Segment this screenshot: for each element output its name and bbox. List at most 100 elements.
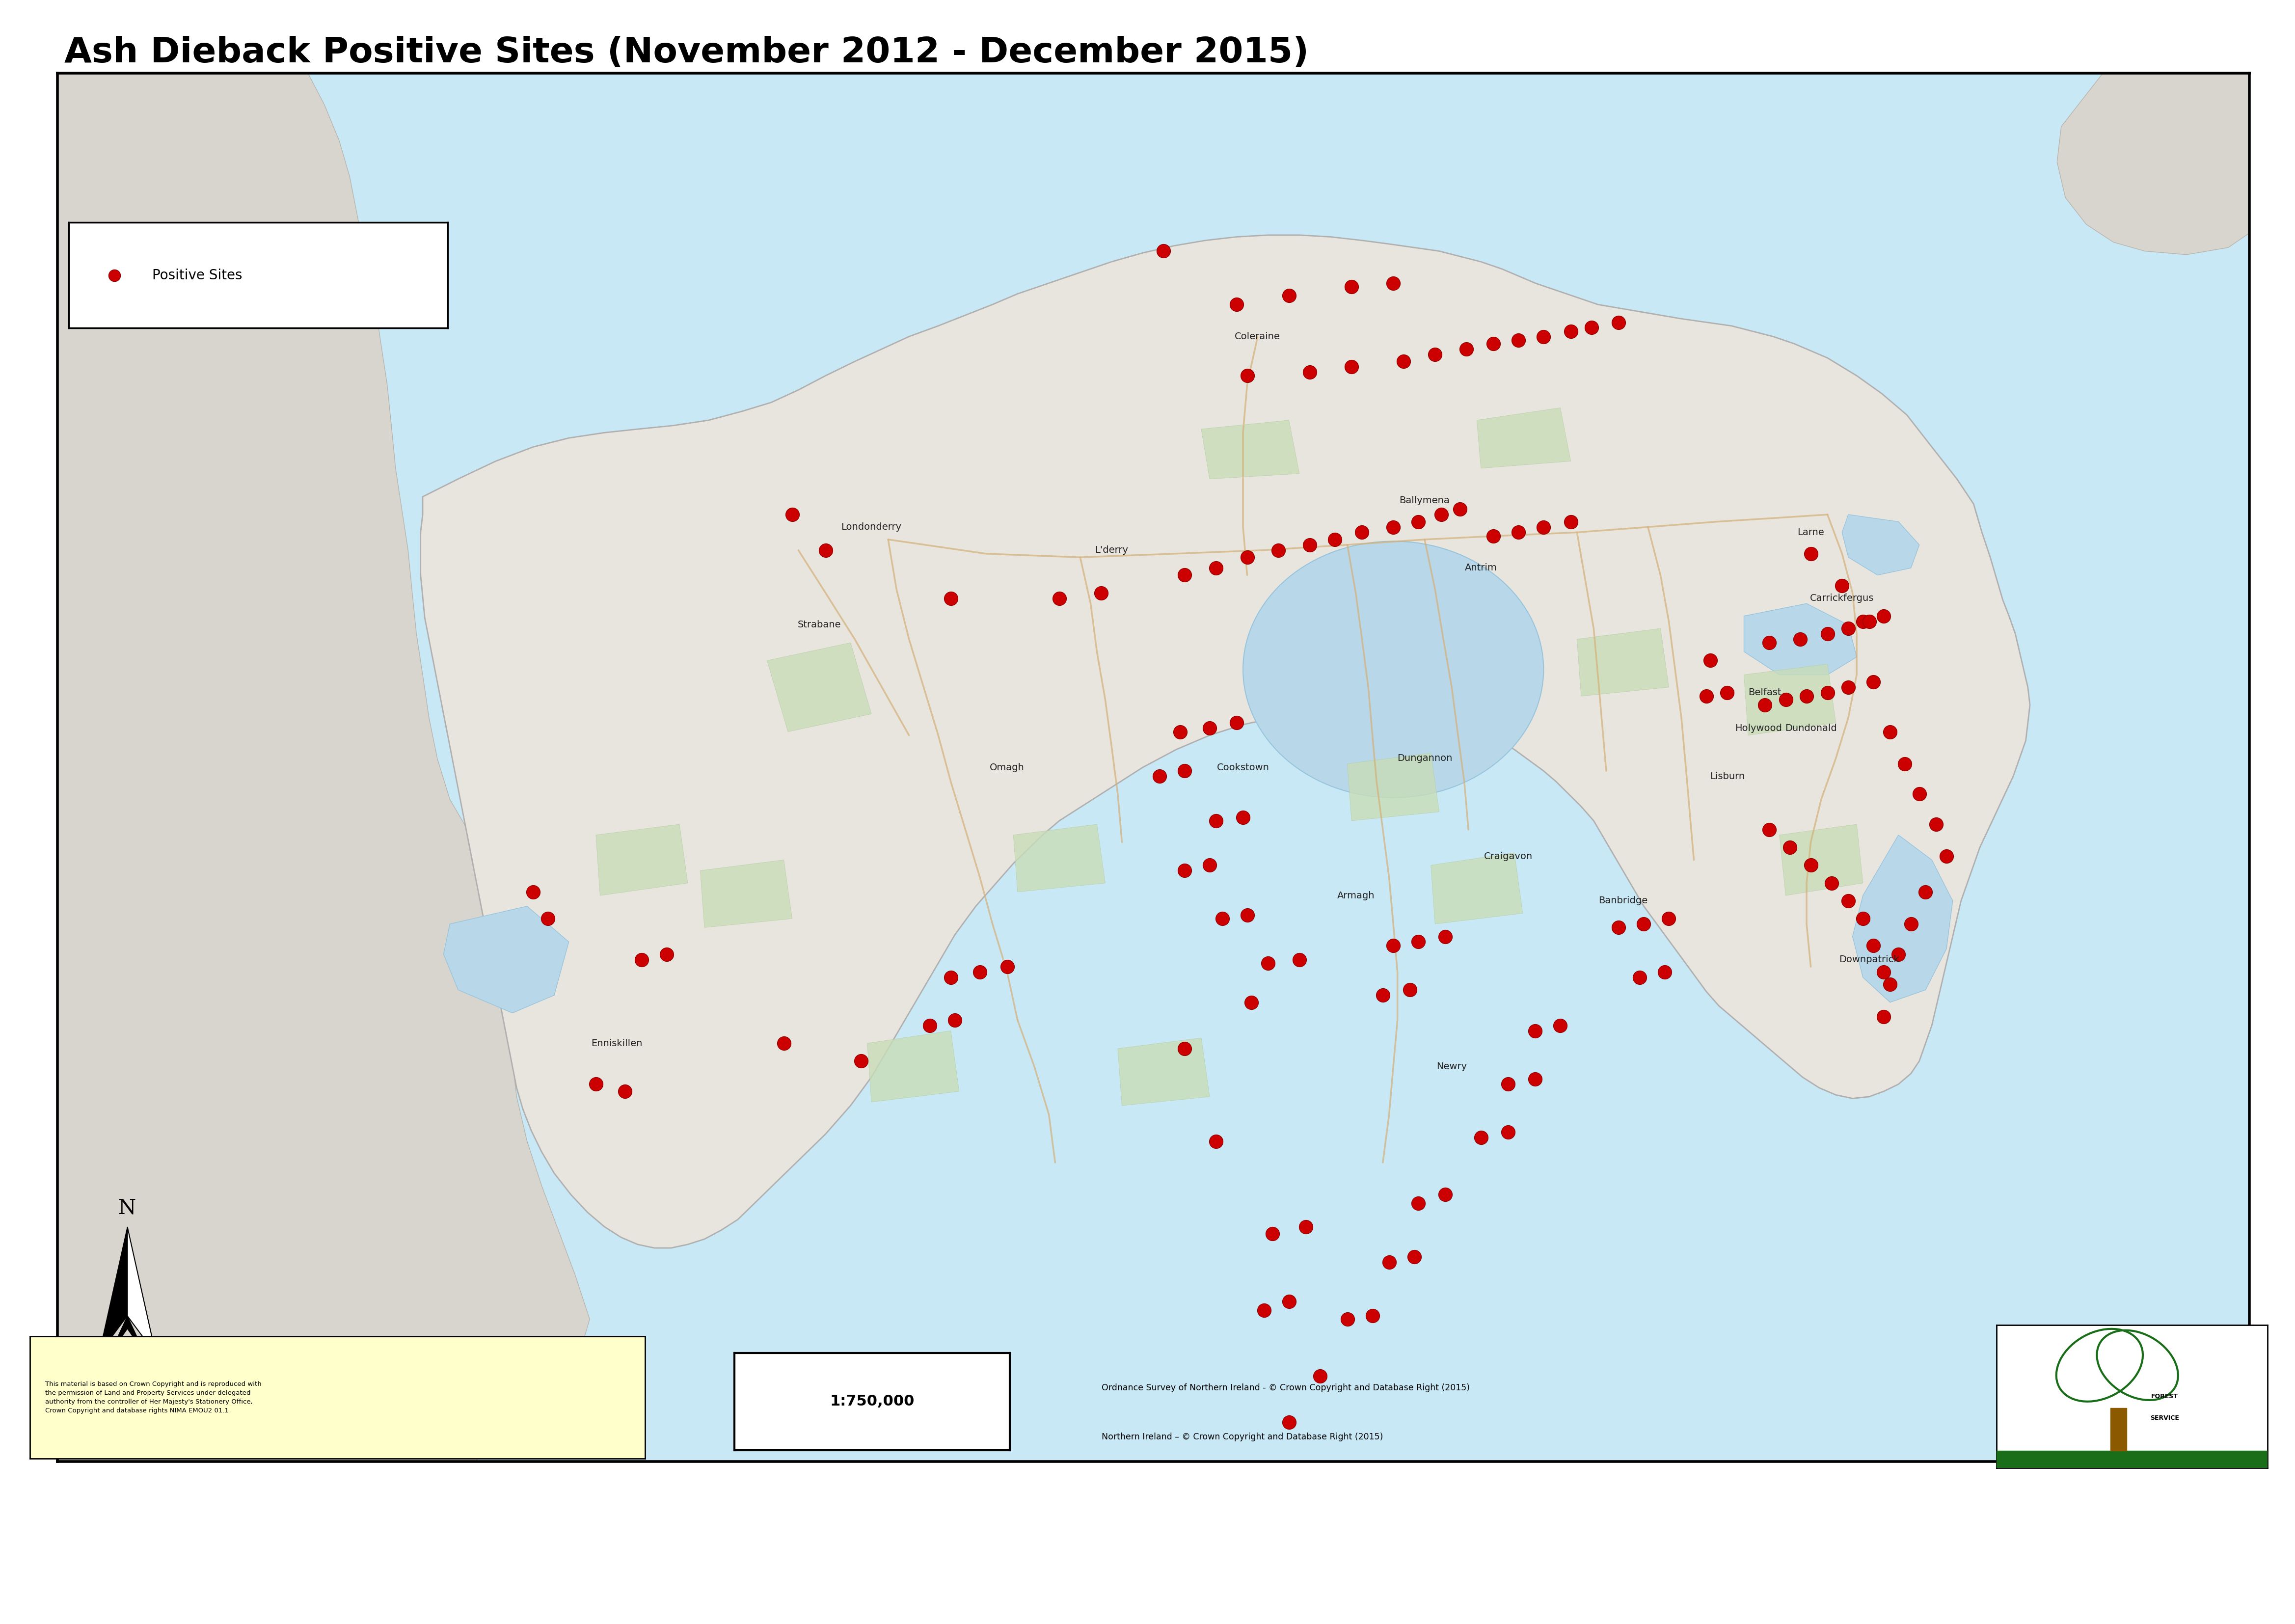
Point (1850, 609, 1886, 635)
Polygon shape (868, 1031, 959, 1103)
Point (1919, 812, 1955, 838)
Point (1292, 359, 1329, 385)
Point (1416, 341, 1453, 367)
Point (624, 947, 661, 973)
Point (1191, 853, 1228, 879)
Point (1260, 538, 1297, 564)
Text: Belfast: Belfast (1749, 689, 1781, 697)
Polygon shape (1577, 628, 1668, 697)
Point (1501, 326, 1538, 352)
Point (1375, 270, 1411, 296)
Point (1141, 763, 1177, 789)
Point (1476, 523, 1512, 549)
Point (1854, 669, 1891, 695)
Point (578, 1072, 615, 1098)
Point (1880, 942, 1916, 968)
Text: Carrickfergus: Carrickfergus (1811, 593, 1875, 603)
Point (1333, 354, 1370, 380)
Point (1251, 950, 1287, 976)
Text: FOREST: FOREST (2150, 1393, 2178, 1400)
Point (1166, 857, 1203, 883)
Polygon shape (57, 73, 590, 1462)
Polygon shape (1843, 515, 1919, 575)
Text: Strabane: Strabane (799, 620, 840, 630)
Point (1517, 1018, 1554, 1044)
Text: N: N (119, 1199, 135, 1218)
Text: Newry: Newry (1437, 1062, 1467, 1072)
Point (1161, 719, 1198, 745)
Text: Omagh: Omagh (989, 763, 1024, 771)
Point (1343, 520, 1379, 546)
Point (1271, 283, 1308, 309)
Text: SERVICE: SERVICE (2150, 1415, 2178, 1421)
Point (1772, 835, 1808, 861)
Text: Enniskillen: Enniskillen (592, 1039, 643, 1047)
Point (1366, 983, 1402, 1009)
Point (1489, 1119, 1526, 1145)
Text: Holywood: Holywood (1735, 724, 1783, 732)
Point (649, 942, 686, 968)
Point (1166, 1036, 1203, 1062)
Point (1928, 843, 1965, 869)
Point (1489, 1072, 1526, 1098)
Polygon shape (1744, 604, 1857, 676)
Point (1423, 502, 1460, 528)
Point (1329, 1306, 1366, 1332)
Polygon shape (1118, 1038, 1209, 1106)
Text: Banbridge: Banbridge (1597, 896, 1648, 906)
Polygon shape (99, 1226, 126, 1354)
Text: Ash Dieback Positive Sites (November 2012 - December 2015): Ash Dieback Positive Sites (November 201… (64, 36, 1308, 70)
Text: Cookstown: Cookstown (1216, 763, 1269, 771)
Point (1854, 932, 1891, 958)
Point (1292, 531, 1329, 557)
Polygon shape (597, 825, 688, 895)
Point (1646, 960, 1682, 986)
Polygon shape (2056, 73, 2249, 255)
Point (1873, 719, 1909, 745)
Point (1526, 515, 1563, 541)
Point (1873, 971, 1909, 997)
Point (1205, 906, 1242, 932)
Point (1042, 585, 1079, 611)
Text: This material is based on Crown Copyright and is reproduced with
the permission : This material is based on Crown Copyrigh… (46, 1380, 262, 1415)
Point (1219, 292, 1255, 318)
Polygon shape (767, 643, 872, 732)
Point (1689, 684, 1726, 710)
Point (1746, 692, 1783, 718)
Point (1145, 239, 1182, 265)
Point (1829, 674, 1866, 700)
Point (1866, 1004, 1903, 1030)
Point (1391, 978, 1427, 1004)
Point (1400, 508, 1437, 534)
Point (1767, 687, 1804, 713)
Polygon shape (1347, 754, 1439, 820)
Point (1198, 807, 1235, 833)
Point (1317, 526, 1354, 552)
Polygon shape (1852, 835, 1953, 1002)
Point (514, 879, 551, 905)
Polygon shape (2111, 1408, 2127, 1450)
Point (1788, 684, 1825, 710)
Polygon shape (1476, 408, 1570, 468)
Polygon shape (1744, 664, 1836, 736)
Point (962, 960, 998, 986)
Point (1354, 1302, 1391, 1328)
Point (1825, 573, 1861, 599)
Point (1166, 562, 1203, 588)
Text: Ordnance Survey of Northern Ireland - © Crown Copyright and Database Right (2015: Ordnance Survey of Northern Ireland - © … (1102, 1384, 1469, 1392)
Point (1893, 911, 1930, 937)
Point (1441, 497, 1478, 523)
Point (1781, 627, 1818, 653)
Point (1462, 1124, 1499, 1150)
Text: 1:750,000: 1:750,000 (831, 1395, 913, 1408)
Point (1900, 781, 1937, 807)
Text: Coleraine: Coleraine (1235, 331, 1281, 341)
Point (767, 1030, 803, 1056)
Point (1625, 911, 1662, 937)
Point (1400, 1190, 1437, 1216)
Point (1370, 1249, 1407, 1275)
Point (1600, 309, 1636, 335)
Point (1226, 804, 1262, 830)
Point (1083, 580, 1120, 606)
Text: L'derry: L'derry (1095, 546, 1129, 555)
